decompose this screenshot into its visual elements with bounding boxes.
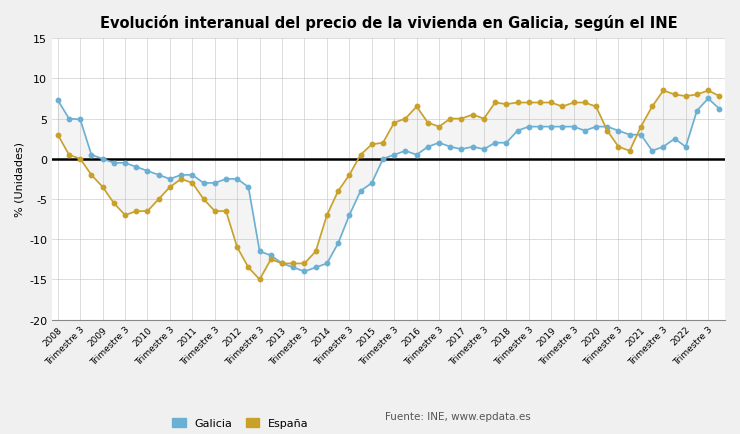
Galicia xyxy=(266,253,275,258)
Y-axis label: % (Unidades): % (Unidades) xyxy=(15,142,25,217)
España xyxy=(53,133,62,138)
Galicia xyxy=(480,147,488,152)
Galicia xyxy=(244,185,253,190)
España xyxy=(659,89,667,94)
Galicia xyxy=(166,177,175,182)
España xyxy=(255,277,264,283)
Text: Fuente: INE, www.epdata.es: Fuente: INE, www.epdata.es xyxy=(385,411,531,421)
España xyxy=(166,185,175,190)
Title: Evolución interanual del precio de la vivienda en Galicia, según el INE: Evolución interanual del precio de la vi… xyxy=(100,15,677,31)
España xyxy=(278,261,286,266)
Legend: Galicia, España: Galicia, España xyxy=(168,413,313,432)
Galicia xyxy=(278,261,286,266)
Line: Galicia: Galicia xyxy=(56,97,722,274)
España xyxy=(221,209,230,214)
España xyxy=(244,265,253,270)
Galicia xyxy=(221,177,230,182)
España xyxy=(480,117,488,122)
Galicia xyxy=(704,97,713,102)
Galicia xyxy=(300,269,309,274)
España xyxy=(289,261,297,266)
España xyxy=(715,94,724,99)
Galicia xyxy=(53,98,62,103)
Galicia xyxy=(715,107,724,112)
Line: España: España xyxy=(56,89,722,282)
